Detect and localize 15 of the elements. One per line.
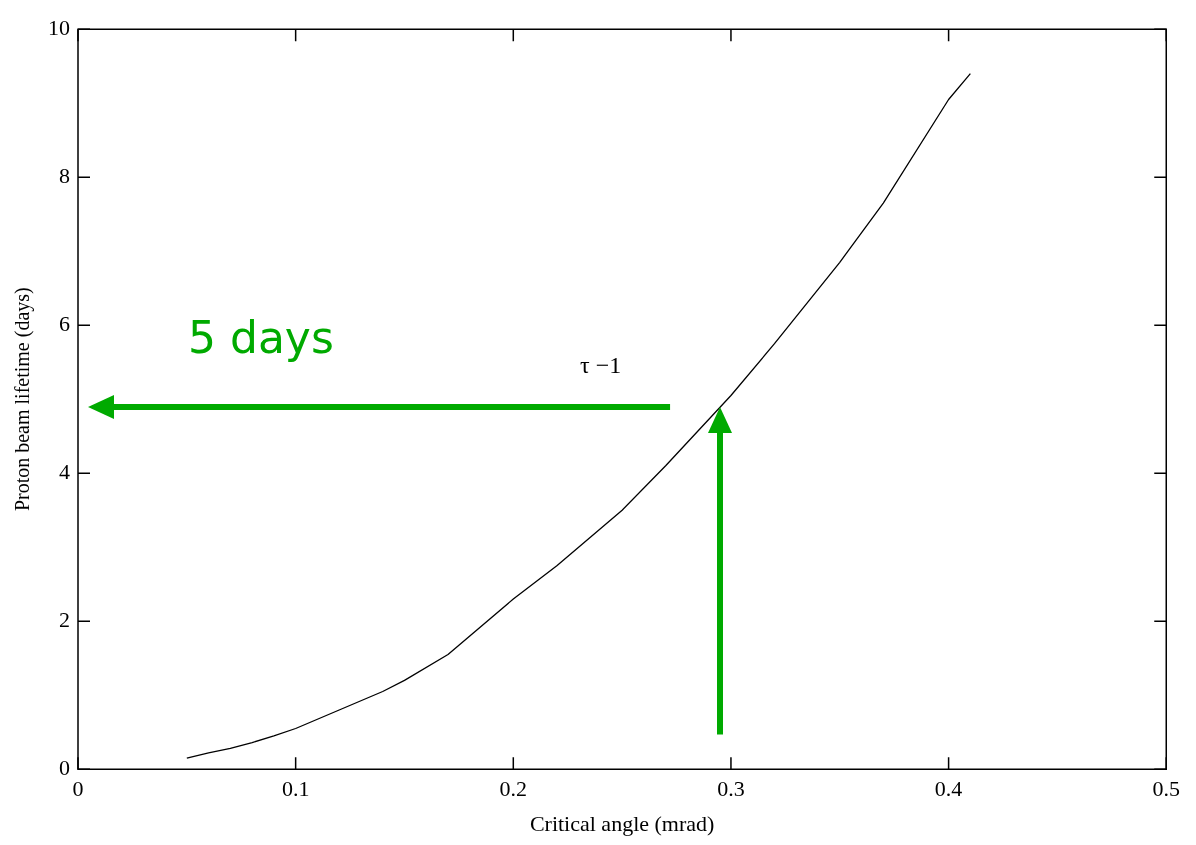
- x-tick-label: 0.5: [1152, 776, 1180, 802]
- annotation: 5 days: [188, 311, 334, 363]
- annotation: τ −1: [580, 351, 622, 379]
- y-tick-label: 8: [59, 162, 70, 188]
- y-tick-label: 0: [59, 754, 70, 780]
- x-tick-label: 0.4: [934, 776, 963, 802]
- x-axis-title: Critical angle (mrad): [529, 810, 715, 836]
- y-tick-label: 6: [59, 310, 70, 336]
- x-tick-label: 0.3: [717, 776, 745, 802]
- y-tick-label: 10: [48, 14, 70, 40]
- x-tick-label: 0.2: [499, 776, 528, 802]
- y-tick-label: 4: [59, 458, 70, 484]
- y-tick-label: 2: [59, 606, 70, 632]
- x-tick-label: 0.1: [281, 776, 310, 802]
- y-axis-title: Proton beam lifetime (days): [11, 287, 35, 512]
